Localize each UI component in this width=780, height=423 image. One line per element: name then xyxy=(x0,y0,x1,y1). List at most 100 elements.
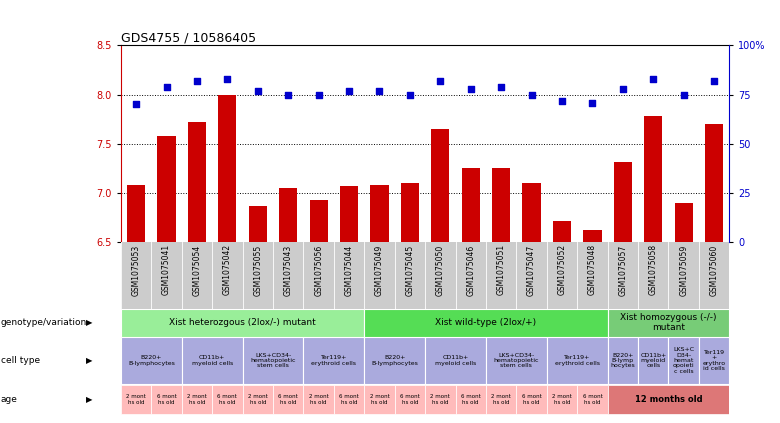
Point xyxy=(587,99,599,106)
Point xyxy=(617,85,629,92)
Bar xyxy=(158,136,176,242)
Text: genotype/variation: genotype/variation xyxy=(1,318,87,327)
Text: 2 mont
hs old: 2 mont hs old xyxy=(491,394,511,404)
Point xyxy=(526,91,538,98)
Bar xyxy=(553,221,571,242)
Bar xyxy=(425,385,456,414)
Bar xyxy=(547,385,577,414)
Text: GSM1075042: GSM1075042 xyxy=(223,244,232,295)
Point xyxy=(495,83,508,90)
Bar xyxy=(644,116,662,242)
Bar xyxy=(182,385,212,414)
Text: CD11b+
myeloid cells: CD11b+ myeloid cells xyxy=(435,355,476,366)
Text: 2 mont
hs old: 2 mont hs old xyxy=(552,394,572,404)
Bar xyxy=(243,338,303,384)
Bar xyxy=(273,385,303,414)
Point xyxy=(708,77,721,84)
Text: 2 mont
hs old: 2 mont hs old xyxy=(309,394,328,404)
Text: GSM1075056: GSM1075056 xyxy=(314,244,323,296)
Bar xyxy=(395,385,425,414)
Bar xyxy=(310,200,328,242)
Bar xyxy=(583,231,601,242)
Bar xyxy=(668,338,699,384)
Text: CD11b+
myeloid cells: CD11b+ myeloid cells xyxy=(192,355,232,366)
Text: 6 mont
hs old: 6 mont hs old xyxy=(461,394,480,404)
Bar xyxy=(340,186,358,242)
Text: GSM1075059: GSM1075059 xyxy=(679,244,688,296)
Text: GSM1075055: GSM1075055 xyxy=(254,244,262,296)
Text: GSM1075041: GSM1075041 xyxy=(162,244,171,295)
Text: cell type: cell type xyxy=(1,356,40,365)
Text: Ter119+
erythroid cells: Ter119+ erythroid cells xyxy=(555,355,600,366)
Bar xyxy=(121,338,182,384)
Text: Xist heterozgous (2lox/-) mutant: Xist heterozgous (2lox/-) mutant xyxy=(169,318,316,327)
Text: ▶: ▶ xyxy=(87,318,93,327)
Text: Ter119
+
erythro
id cells: Ter119 + erythro id cells xyxy=(703,350,725,371)
Bar xyxy=(218,95,236,242)
Text: GSM1075060: GSM1075060 xyxy=(710,244,718,296)
Bar xyxy=(614,162,632,242)
Text: 6 mont
hs old: 6 mont hs old xyxy=(278,394,298,404)
Bar xyxy=(431,129,449,242)
Text: GSM1075050: GSM1075050 xyxy=(436,244,445,296)
Text: GSM1075048: GSM1075048 xyxy=(588,244,597,295)
Text: B220+
B-lymphocytes: B220+ B-lymphocytes xyxy=(371,355,418,366)
Bar xyxy=(182,338,243,384)
Point xyxy=(465,85,477,92)
Text: LKS+CD34-
hematopoietic
stem cells: LKS+CD34- hematopoietic stem cells xyxy=(494,353,539,368)
Bar xyxy=(151,385,182,414)
Bar xyxy=(547,338,608,384)
Bar xyxy=(127,185,145,242)
Text: 2 mont
hs old: 2 mont hs old xyxy=(187,394,207,404)
Text: GSM1075047: GSM1075047 xyxy=(527,244,536,296)
Point xyxy=(374,87,386,94)
Text: CD11b+
myeloid
cells: CD11b+ myeloid cells xyxy=(640,353,666,368)
Text: 6 mont
hs old: 6 mont hs old xyxy=(400,394,420,404)
Bar xyxy=(638,338,668,384)
Text: GSM1075053: GSM1075053 xyxy=(132,244,140,296)
Bar xyxy=(492,168,510,242)
Text: 2 mont
hs old: 2 mont hs old xyxy=(126,394,146,404)
Bar xyxy=(364,309,608,337)
Text: 6 mont
hs old: 6 mont hs old xyxy=(522,394,541,404)
Bar xyxy=(303,338,364,384)
Bar xyxy=(462,168,480,242)
Point xyxy=(647,75,660,82)
Point xyxy=(556,97,569,104)
Bar xyxy=(188,122,206,242)
Bar xyxy=(699,338,729,384)
Point xyxy=(161,83,173,90)
Text: 2 mont
hs old: 2 mont hs old xyxy=(248,394,268,404)
Text: GSM1075051: GSM1075051 xyxy=(497,244,505,295)
Bar xyxy=(121,309,364,337)
Bar xyxy=(486,338,547,384)
Text: GSM1075049: GSM1075049 xyxy=(375,244,384,296)
Text: age: age xyxy=(1,395,18,404)
Text: 12 months old: 12 months old xyxy=(635,395,702,404)
Bar xyxy=(401,183,419,242)
Bar xyxy=(675,203,693,242)
Text: GSM1075058: GSM1075058 xyxy=(649,244,658,295)
Point xyxy=(222,75,234,82)
Text: B220+
B-lymphocytes: B220+ B-lymphocytes xyxy=(128,355,175,366)
Text: LKS+C
D34-
hemat
opoieti
c cells: LKS+C D34- hemat opoieti c cells xyxy=(673,347,694,374)
Bar xyxy=(577,385,608,414)
Bar xyxy=(486,385,516,414)
Text: GSM1075057: GSM1075057 xyxy=(619,244,627,296)
Bar xyxy=(303,385,334,414)
Text: ▶: ▶ xyxy=(87,395,93,404)
Bar xyxy=(243,385,273,414)
Bar xyxy=(516,385,547,414)
Bar xyxy=(608,309,729,337)
Text: 2 mont
hs old: 2 mont hs old xyxy=(370,394,389,404)
Text: Xist wild-type (2lox/+): Xist wild-type (2lox/+) xyxy=(435,318,537,327)
Bar xyxy=(121,385,151,414)
Bar xyxy=(608,338,638,384)
Text: ▶: ▶ xyxy=(87,356,93,365)
Point xyxy=(129,101,143,108)
Bar xyxy=(249,206,267,242)
Point xyxy=(252,87,264,94)
Text: GSM1075046: GSM1075046 xyxy=(466,244,475,296)
Bar xyxy=(425,338,486,384)
Bar xyxy=(705,124,723,242)
